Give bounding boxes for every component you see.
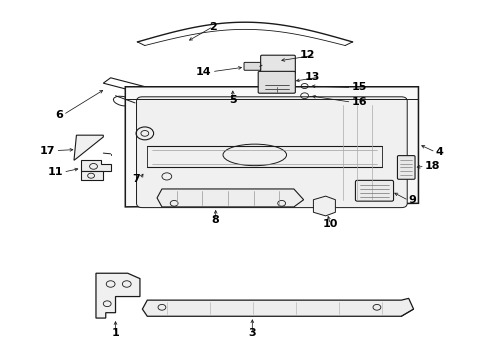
Text: 5: 5 (229, 95, 237, 105)
Text: 8: 8 (212, 215, 220, 225)
Text: 17: 17 (40, 145, 55, 156)
Text: 16: 16 (351, 97, 367, 107)
Text: 13: 13 (304, 72, 320, 82)
Polygon shape (81, 171, 103, 180)
Text: 12: 12 (299, 50, 315, 60)
Polygon shape (143, 298, 414, 316)
FancyBboxPatch shape (258, 71, 295, 93)
Text: 15: 15 (351, 82, 367, 93)
Polygon shape (81, 160, 111, 171)
Polygon shape (125, 87, 418, 207)
Text: 7: 7 (132, 174, 140, 184)
Polygon shape (314, 196, 335, 216)
Text: 14: 14 (196, 67, 212, 77)
Text: 6: 6 (55, 110, 63, 120)
Text: 1: 1 (112, 328, 120, 338)
Polygon shape (74, 135, 103, 160)
FancyBboxPatch shape (355, 180, 393, 201)
Polygon shape (96, 273, 140, 318)
Text: 9: 9 (409, 195, 416, 206)
FancyBboxPatch shape (137, 97, 407, 208)
Text: 4: 4 (436, 147, 443, 157)
Text: 11: 11 (48, 167, 63, 177)
FancyBboxPatch shape (261, 55, 295, 73)
Text: 2: 2 (209, 22, 217, 32)
FancyBboxPatch shape (244, 62, 261, 70)
Text: 10: 10 (323, 220, 338, 229)
Text: 18: 18 (425, 161, 441, 171)
FancyBboxPatch shape (397, 156, 415, 179)
Text: 3: 3 (248, 328, 256, 338)
Polygon shape (157, 189, 304, 207)
